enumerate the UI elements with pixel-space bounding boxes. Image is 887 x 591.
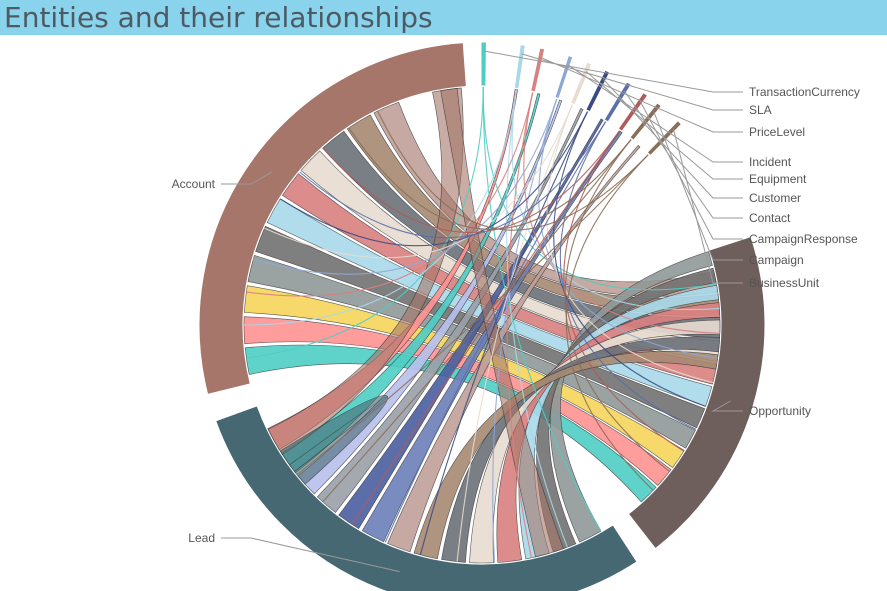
ribbon-lead-self xyxy=(279,395,389,485)
arc-incident xyxy=(555,56,573,99)
link-campaign xyxy=(322,139,632,503)
link-price-level xyxy=(246,92,534,297)
link-campaign xyxy=(348,127,632,230)
leader-equipment xyxy=(585,71,743,180)
label-customer: Customer xyxy=(749,191,801,205)
arc-transaction-currency xyxy=(481,42,486,86)
link-contact xyxy=(299,121,607,239)
leader-business-unit xyxy=(672,128,743,284)
label-account: Account xyxy=(172,177,216,191)
label-equipment: Equipment xyxy=(749,172,807,186)
link-campaign-response xyxy=(322,130,620,233)
chord-chart: Account TransactionCurrency SLA PriceLevel I… xyxy=(172,42,860,591)
link-incident xyxy=(253,98,558,275)
link-sla xyxy=(511,89,720,310)
link-contact xyxy=(559,121,697,430)
leader-transaction-currency xyxy=(483,50,743,93)
label-contact: Contact xyxy=(749,211,791,225)
ribbon-lead xyxy=(496,302,721,563)
label-price-level: PriceLevel xyxy=(749,125,805,139)
ribbon-lead xyxy=(387,144,641,553)
ribbon-account-lead xyxy=(267,87,464,456)
link-transaction-currency xyxy=(482,86,602,532)
link-price-level xyxy=(523,92,720,334)
link-business-unit xyxy=(565,154,654,491)
link-equipment xyxy=(456,104,573,562)
label-opportunity: Opportunity xyxy=(749,404,811,418)
ribbon-lead xyxy=(518,284,720,560)
leader-account xyxy=(221,171,272,185)
ribbon-lead xyxy=(469,319,721,564)
label-campaign-response: CampaignResponse xyxy=(749,232,858,246)
label-lead: Lead xyxy=(188,531,215,545)
link-sla xyxy=(243,89,517,326)
ribbon-lead xyxy=(338,118,604,530)
arc-contact xyxy=(604,82,631,122)
link-sla xyxy=(505,89,568,548)
leader-campaign xyxy=(653,111,743,261)
link-incident xyxy=(538,98,718,359)
label-layer: Account TransactionCurrency SLA PriceLevel I… xyxy=(172,50,860,573)
arc-account xyxy=(199,43,466,394)
ribbon-account-opportunity xyxy=(247,255,696,449)
arc-price-level xyxy=(531,48,545,92)
ribbon-account-lead xyxy=(440,87,564,558)
page-title: Entities and their relationships xyxy=(4,1,433,34)
leader-campaign-response xyxy=(639,101,743,240)
arc-opportunity xyxy=(629,237,765,548)
header-bar: Entities and their relationships xyxy=(0,0,887,35)
label-sla: SLA xyxy=(749,103,772,117)
leader-opportunity xyxy=(711,400,743,412)
link-customer xyxy=(419,111,588,556)
link-business-unit xyxy=(377,110,649,231)
ribbon-lead xyxy=(549,251,713,543)
link-equipment xyxy=(264,104,573,259)
leader-customer xyxy=(603,79,743,199)
ribbon-lead xyxy=(361,130,623,543)
label-campaign: Campaign xyxy=(749,253,804,267)
arc-layer xyxy=(199,42,765,591)
link-transaction-currency xyxy=(482,86,717,291)
leader-contact xyxy=(623,90,743,219)
leader-lead xyxy=(221,537,400,573)
link-customer xyxy=(279,111,588,247)
arc-sla xyxy=(514,45,525,89)
link-contact xyxy=(384,121,607,543)
label-incident: Incident xyxy=(749,155,792,169)
leader-sla xyxy=(521,53,743,111)
link-campaign-response xyxy=(351,130,620,525)
link-business-unit xyxy=(296,154,649,476)
arc-customer xyxy=(586,70,609,112)
label-transaction-currency: TransactionCurrency xyxy=(749,85,860,99)
ribbon-lead xyxy=(316,107,584,513)
ribbon-layer xyxy=(243,86,721,564)
arc-equipment xyxy=(571,62,592,105)
link-incident xyxy=(492,98,558,563)
arc-lead xyxy=(216,406,637,591)
label-business-unit: BusinessUnit xyxy=(749,276,820,290)
link-transaction-currency xyxy=(246,86,484,359)
link-price-level xyxy=(506,92,534,558)
